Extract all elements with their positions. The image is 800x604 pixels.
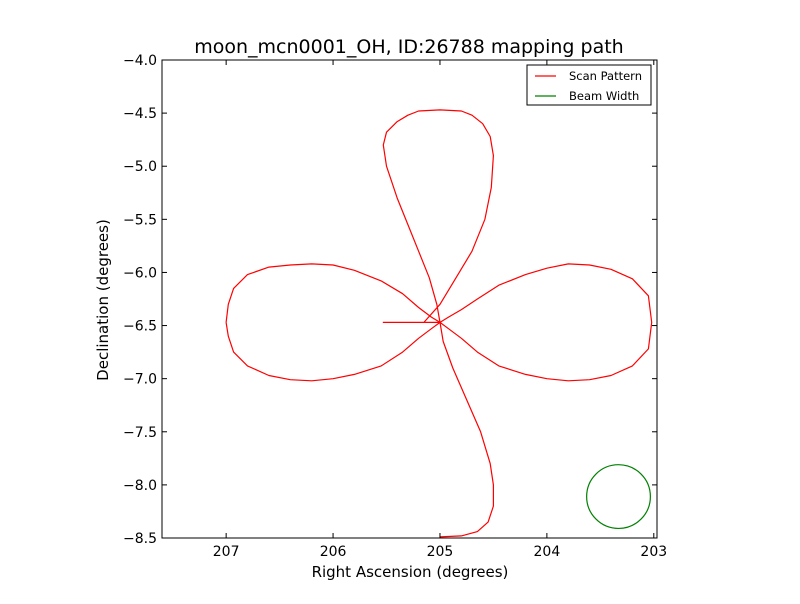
y-tick-label: −5.0 — [123, 159, 157, 175]
y-tick-label: −7.0 — [123, 372, 157, 388]
y-tick-label: −8.0 — [123, 478, 157, 494]
y-tick-label: −6.5 — [123, 319, 157, 335]
x-tick-label: 205 — [427, 544, 454, 560]
axes-layer: 207 206 205 204 203 −4.0 −4.5 −5.0 −5.5 −6.0 −6.5 −… — [123, 53, 667, 560]
scan-pattern-line-horizontal — [225, 263, 653, 382]
beam-width-circle — [586, 464, 651, 530]
data-layer — [225, 109, 653, 538]
legend-box — [526, 64, 652, 106]
y-tick-label: −5.5 — [123, 212, 157, 228]
legend: Scan Pattern Beam Width — [526, 64, 652, 106]
y-tick-label: −6.0 — [123, 265, 157, 281]
legend-label-beam-width: Beam Width — [569, 89, 639, 103]
x-tick-label: 206 — [320, 544, 347, 560]
scan-pattern-line-vertical — [382, 109, 494, 538]
y-tick-label: −4.0 — [123, 53, 157, 69]
x-axis-label: Right Ascension (degrees) — [312, 563, 509, 581]
y-tick-label: −4.5 — [123, 106, 157, 122]
x-tick-label: 207 — [213, 544, 240, 560]
chart-title: moon_mcn0001_OH, ID:26788 mapping path — [194, 36, 623, 58]
y-tick-label: −7.5 — [123, 425, 157, 441]
y-axis-label: Declination (degrees) — [94, 219, 112, 381]
y-tick-label: −8.5 — [123, 531, 157, 547]
x-tick-label: 204 — [534, 544, 561, 560]
legend-label-scan-pattern: Scan Pattern — [569, 69, 642, 83]
x-tick-label: 203 — [640, 544, 667, 560]
